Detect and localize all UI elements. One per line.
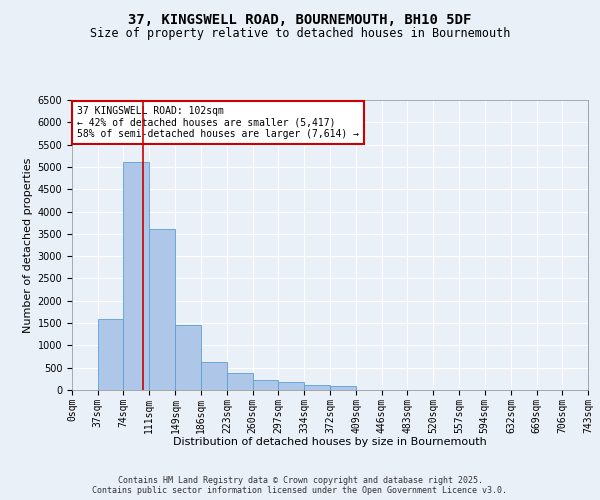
X-axis label: Distribution of detached houses by size in Bournemouth: Distribution of detached houses by size … [173,437,487,447]
Text: Contains HM Land Registry data © Crown copyright and database right 2025.
Contai: Contains HM Land Registry data © Crown c… [92,476,508,495]
Text: 37 KINGSWELL ROAD: 102sqm
← 42% of detached houses are smaller (5,417)
58% of se: 37 KINGSWELL ROAD: 102sqm ← 42% of detac… [77,106,359,139]
Bar [278,382,304,390]
Y-axis label: Number of detached properties: Number of detached properties [23,158,34,332]
Bar [331,386,356,390]
Bar [175,326,201,390]
Bar [201,362,227,390]
Bar [149,230,175,390]
Bar [304,384,331,390]
Bar [227,372,253,390]
Text: Size of property relative to detached houses in Bournemouth: Size of property relative to detached ho… [90,28,510,40]
Text: 37, KINGSWELL ROAD, BOURNEMOUTH, BH10 5DF: 37, KINGSWELL ROAD, BOURNEMOUTH, BH10 5D… [128,12,472,26]
Bar [253,380,278,390]
Bar [98,318,124,390]
Bar [124,162,149,390]
